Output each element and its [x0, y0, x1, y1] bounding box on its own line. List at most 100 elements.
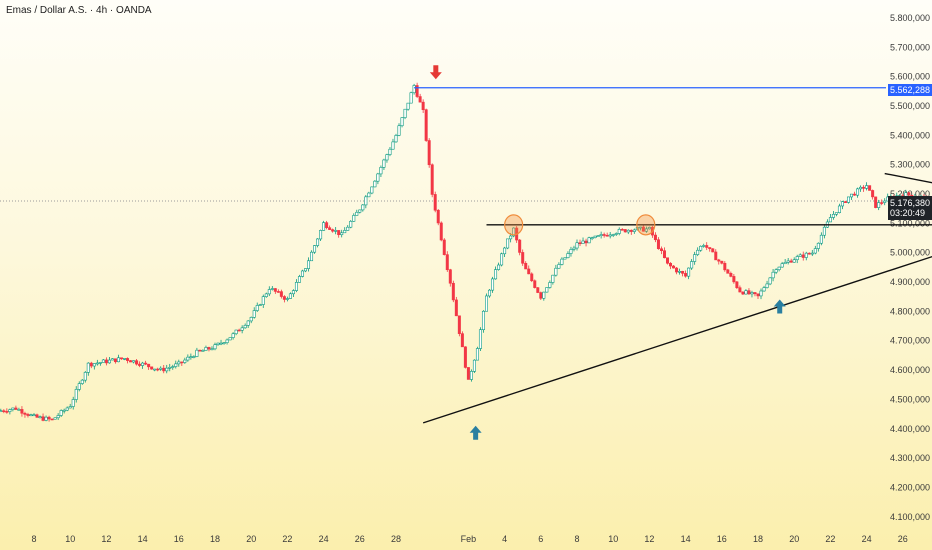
candle [877, 199, 881, 211]
y-tick-label: 4.900,000 [890, 277, 930, 287]
candle [843, 200, 847, 203]
candle [825, 219, 829, 229]
candle-body [334, 230, 338, 232]
candle [150, 366, 154, 370]
candle-body [723, 262, 727, 271]
candle [98, 361, 102, 366]
candle [26, 412, 30, 418]
candle-body [216, 342, 220, 345]
candle [144, 360, 148, 366]
candle [693, 251, 697, 265]
candle [801, 251, 805, 261]
candle [699, 245, 703, 252]
candle [421, 99, 425, 113]
candle-body [261, 296, 265, 305]
candle-body [744, 290, 748, 295]
candle [210, 346, 214, 351]
candle-body [319, 230, 323, 240]
candle [255, 302, 259, 313]
candle [337, 230, 341, 238]
candle-body [80, 379, 84, 384]
candle-body [62, 409, 66, 412]
y-tick-label: 5.500,000 [890, 101, 930, 111]
candle [684, 270, 688, 278]
candle-body [822, 226, 826, 236]
candle [783, 259, 787, 265]
candle-body [859, 186, 863, 190]
candle [35, 413, 39, 418]
candle-body [840, 201, 844, 207]
candle-body [656, 239, 660, 250]
candle [714, 249, 718, 261]
candle-body [834, 212, 838, 215]
candle [249, 316, 253, 324]
current-price-tag: 5.176,380 03:20:49 [888, 196, 932, 220]
candle [880, 199, 884, 206]
candle-body [240, 327, 244, 331]
candle-body [672, 265, 676, 269]
candle [735, 280, 739, 290]
candle [373, 180, 377, 188]
y-tick-label: 4.800,000 [890, 306, 930, 316]
candle [237, 328, 241, 332]
candle-body [32, 414, 36, 417]
candle [53, 417, 57, 420]
candle [747, 288, 751, 295]
candle [581, 237, 585, 244]
candle-body [222, 342, 226, 344]
candle [56, 413, 60, 421]
candle-body [524, 262, 528, 270]
candle [653, 232, 657, 243]
candle [542, 291, 546, 301]
candle [527, 265, 531, 275]
candle-body [807, 252, 811, 255]
candle-body [89, 362, 93, 367]
candle-body [129, 360, 133, 363]
candle-body [186, 356, 190, 361]
candle-body [418, 96, 422, 103]
candle-body [246, 320, 250, 326]
candle-body [328, 227, 332, 230]
candle [780, 261, 784, 268]
candle [8, 408, 12, 415]
candle-body [391, 141, 395, 150]
candle [665, 257, 669, 265]
candle [765, 280, 769, 289]
candle-body [819, 234, 823, 244]
candle-body [868, 185, 872, 191]
candle [406, 102, 410, 111]
candle [180, 361, 184, 366]
candle-body [726, 269, 730, 274]
candle [123, 358, 127, 361]
candle [156, 367, 160, 372]
candle [273, 288, 277, 294]
candle [409, 91, 413, 104]
candle-body [355, 211, 359, 216]
candle [29, 413, 33, 417]
candle [303, 268, 307, 273]
candle-body [285, 298, 289, 300]
candle-body [147, 363, 151, 368]
candle-body [684, 273, 688, 277]
candle [494, 266, 498, 280]
candle-body [714, 251, 718, 261]
candle [403, 108, 407, 120]
candle [162, 365, 166, 374]
candle [385, 153, 389, 163]
candle-body [255, 305, 259, 311]
candle-body [83, 372, 87, 381]
candle [71, 396, 75, 410]
candle [349, 219, 353, 229]
candle [741, 291, 745, 296]
candle-body [696, 249, 700, 255]
candle-body [44, 416, 48, 421]
candle [17, 407, 21, 411]
candle-body [343, 230, 347, 234]
candle-body [774, 269, 778, 273]
candle [101, 358, 105, 363]
candle-body [771, 271, 775, 279]
candle-body [527, 268, 531, 275]
candle-body [810, 252, 814, 255]
candle-body [614, 233, 618, 235]
